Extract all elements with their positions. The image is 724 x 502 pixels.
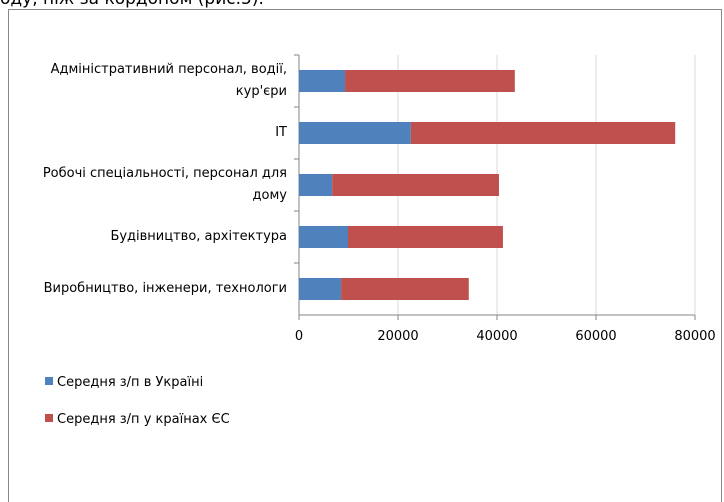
y-tick-label: Робочі спеціальності, персонал для дому <box>42 166 287 203</box>
y-tick-label: Будівництво, архітектура <box>110 229 287 244</box>
bar-segment <box>345 70 515 92</box>
x-tick-label: 80000 <box>674 329 715 344</box>
bar-segment <box>299 226 349 248</box>
bar-segment <box>299 122 411 144</box>
x-tick-label: 40000 <box>476 329 517 344</box>
legend-label: Середня з/п в Україні <box>57 375 203 390</box>
bar-segment <box>348 226 503 248</box>
y-tick-label: IT <box>275 125 287 140</box>
x-tick-label: 60000 <box>575 329 616 344</box>
x-tick-label: 20000 <box>377 329 418 344</box>
bar-segment <box>299 174 333 196</box>
x-tick-label: 0 <box>295 329 303 344</box>
bar-segment <box>332 174 499 196</box>
bar-segment <box>299 70 346 92</box>
legend-swatch <box>45 377 53 385</box>
chart-frame <box>8 9 722 502</box>
document-text: оду, ніж за кордоном (рис.5). <box>0 0 264 9</box>
bar-segment <box>341 278 469 300</box>
bar-segment <box>410 122 676 144</box>
legend-swatch <box>45 414 53 422</box>
y-tick-label: Адміністративний персонал, водії, кур'єр… <box>50 62 287 99</box>
y-tick-label: Виробництво, інженери, технологи <box>43 281 287 296</box>
bar-segment <box>299 278 342 300</box>
legend-label: Середня з/п у країнах ЄС <box>57 412 230 427</box>
